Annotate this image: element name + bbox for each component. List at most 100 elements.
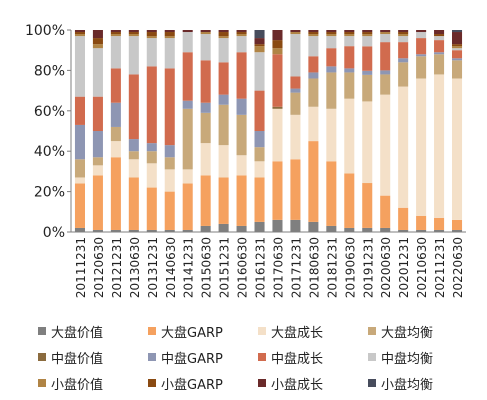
bar-segment bbox=[254, 52, 265, 91]
x-tick-label: 20121231 bbox=[110, 237, 124, 298]
bar-segment bbox=[362, 74, 373, 102]
bar-segment bbox=[218, 177, 229, 224]
bar-segment bbox=[218, 223, 229, 232]
legend-item: 大盘GARP bbox=[138, 322, 248, 341]
bar-segment bbox=[92, 157, 103, 166]
bar-segment bbox=[380, 30, 391, 33]
bar-segment bbox=[308, 141, 319, 222]
legend-item: 大盘价值 bbox=[28, 322, 138, 341]
bar-segment bbox=[146, 66, 157, 144]
bar-segment bbox=[92, 96, 103, 131]
bar-segment bbox=[344, 36, 355, 47]
legend-swatch bbox=[258, 327, 266, 335]
bar-segment bbox=[362, 46, 373, 71]
bar-segment bbox=[416, 54, 427, 57]
bar-segment bbox=[326, 66, 337, 73]
bar-segment bbox=[362, 34, 373, 37]
bar-segment bbox=[452, 60, 463, 79]
bar-segment bbox=[110, 229, 121, 232]
bar-segment bbox=[308, 34, 319, 37]
bar-segment bbox=[416, 215, 427, 230]
bar-segment bbox=[200, 225, 211, 232]
bar-segment bbox=[92, 38, 103, 45]
bar-segment bbox=[398, 42, 409, 59]
bar-segment bbox=[308, 106, 319, 142]
legend-swatch bbox=[368, 353, 376, 361]
bar-segment bbox=[326, 34, 337, 37]
x-tick-label: 20191231 bbox=[361, 237, 375, 298]
bar-segment bbox=[236, 52, 247, 99]
bar-segment bbox=[272, 108, 283, 162]
bar-segment bbox=[434, 34, 445, 37]
bar-segment bbox=[110, 32, 121, 35]
bar-segment bbox=[452, 48, 463, 51]
bar-segment bbox=[398, 34, 409, 37]
bar-segment bbox=[146, 36, 157, 39]
bar-segment bbox=[92, 175, 103, 230]
x-tick-label: 20151231 bbox=[218, 237, 232, 298]
bar-segment bbox=[380, 94, 391, 196]
bar-segment bbox=[218, 32, 229, 37]
bar-segment bbox=[398, 62, 409, 87]
legend-swatch bbox=[258, 353, 266, 361]
bar-segment bbox=[236, 155, 247, 176]
bar-segment bbox=[362, 70, 373, 75]
bar-segment bbox=[254, 38, 265, 45]
bar-segment bbox=[362, 36, 373, 47]
bar-segment bbox=[344, 98, 355, 174]
bar-segment bbox=[344, 72, 355, 99]
bar-segment bbox=[200, 102, 211, 113]
bar-segment bbox=[182, 108, 193, 170]
x-tick-label: 20171231 bbox=[289, 237, 303, 298]
bar-segment bbox=[380, 32, 391, 35]
legend-item: 中盘成长 bbox=[248, 348, 358, 367]
y-axis: 0% 20% 40% 60% 80% 100% bbox=[25, 23, 72, 241]
bar-segment bbox=[398, 58, 409, 63]
bar-segment bbox=[164, 145, 175, 158]
bar-segment bbox=[254, 161, 265, 178]
y-tick-label: 60% bbox=[34, 104, 65, 120]
bar-segment bbox=[200, 34, 211, 61]
bar-segment bbox=[326, 36, 337, 49]
bar-segment bbox=[272, 54, 283, 107]
bar-segment bbox=[452, 58, 463, 61]
y-tick-label: 0% bbox=[43, 225, 65, 241]
bar-segment bbox=[128, 74, 139, 140]
bar-segment bbox=[308, 78, 319, 107]
x-tick-label: 20170630 bbox=[271, 237, 285, 298]
x-tick-label: 20211231 bbox=[433, 237, 447, 298]
bar-segment bbox=[380, 195, 391, 228]
x-tick-label: 20120630 bbox=[92, 237, 106, 298]
bar-segment bbox=[308, 221, 319, 232]
bar-segment bbox=[362, 30, 373, 33]
bar-segment bbox=[236, 34, 247, 37]
bar-segment bbox=[218, 30, 229, 33]
bar-segment bbox=[344, 30, 355, 33]
legend-label: 小盘GARP bbox=[161, 377, 223, 393]
bar-segment bbox=[416, 78, 427, 216]
bar-segment bbox=[344, 227, 355, 232]
x-tick-label: 20220630 bbox=[451, 237, 465, 298]
bar-segment bbox=[182, 229, 193, 232]
bar-segment bbox=[326, 108, 337, 162]
x-tick-label: 20130630 bbox=[128, 237, 142, 298]
x-tick-label: 20111231 bbox=[74, 237, 88, 298]
bar-segment bbox=[218, 94, 229, 105]
legend-swatch bbox=[38, 353, 46, 361]
legend-label: 中盘价值 bbox=[51, 351, 104, 367]
legend-label: 中盘均衡 bbox=[381, 351, 434, 367]
legend-swatch bbox=[258, 379, 266, 387]
bar-segment bbox=[200, 60, 211, 103]
legend-item: 小盘GARP bbox=[138, 374, 248, 393]
bar-segment bbox=[182, 169, 193, 184]
legend-swatch bbox=[148, 353, 156, 361]
x-axis: 20111231 20120630 20121231 20130630 20131231… bbox=[71, 231, 466, 298]
legend-label: 小盘均衡 bbox=[381, 377, 434, 393]
bar-segment bbox=[128, 34, 139, 37]
bar-segment bbox=[380, 70, 391, 75]
bar-segment bbox=[110, 36, 121, 69]
bar-segment bbox=[164, 191, 175, 230]
bar-segment bbox=[290, 88, 301, 93]
legend-swatch bbox=[148, 379, 156, 387]
bar-segment bbox=[452, 46, 463, 49]
